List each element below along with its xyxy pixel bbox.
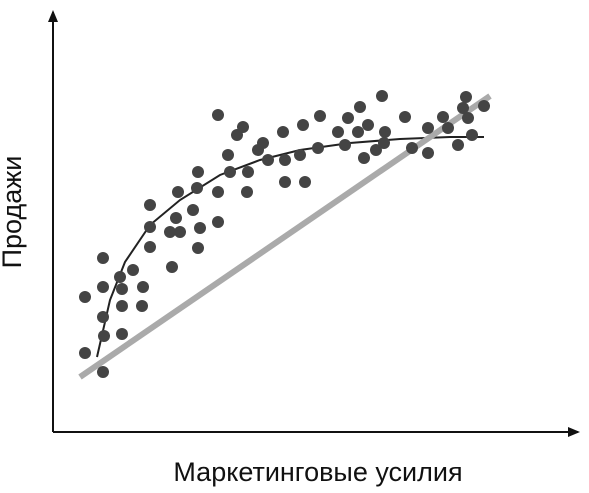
data-point — [241, 186, 253, 198]
data-point — [279, 154, 291, 166]
data-point — [144, 241, 156, 253]
data-point — [97, 311, 109, 323]
data-point — [144, 221, 156, 233]
data-point — [172, 186, 184, 198]
data-point — [312, 142, 324, 154]
data-point — [224, 166, 236, 178]
data-point — [114, 271, 126, 283]
data-point — [187, 204, 199, 216]
data-point — [212, 216, 224, 228]
data-point — [166, 261, 178, 273]
data-point — [466, 129, 478, 141]
data-point — [354, 101, 366, 113]
data-point — [376, 90, 388, 102]
data-point — [332, 126, 344, 138]
data-point — [136, 300, 148, 312]
data-point — [79, 291, 91, 303]
data-point — [116, 328, 128, 340]
data-point — [406, 142, 418, 154]
data-point — [257, 137, 269, 149]
data-point — [127, 264, 139, 276]
data-point — [462, 112, 474, 124]
data-point — [297, 119, 309, 131]
data-point — [399, 111, 411, 123]
data-point — [222, 149, 234, 161]
data-point — [164, 226, 176, 238]
data-point — [98, 330, 110, 342]
data-point — [358, 152, 370, 164]
data-point — [352, 126, 364, 138]
data-point — [422, 147, 434, 159]
data-point — [294, 149, 306, 161]
data-point — [442, 122, 454, 134]
data-point — [192, 166, 204, 178]
data-point — [460, 91, 472, 103]
data-point — [378, 137, 390, 149]
data-point — [97, 366, 109, 378]
data-point — [452, 139, 464, 151]
data-point — [174, 226, 186, 238]
data-point — [379, 126, 391, 138]
data-point — [212, 186, 224, 198]
data-point — [299, 176, 311, 188]
data-point — [457, 102, 469, 114]
plot-area — [78, 90, 492, 380]
data-point — [194, 222, 206, 234]
data-point — [242, 166, 254, 178]
data-point — [144, 199, 156, 211]
data-point — [279, 176, 291, 188]
data-point — [370, 144, 382, 156]
data-point — [170, 212, 182, 224]
data-point — [97, 252, 109, 264]
data-point — [342, 112, 354, 124]
trend-line — [78, 93, 492, 380]
data-point — [478, 100, 490, 112]
data-point — [212, 109, 224, 121]
data-point — [191, 182, 203, 194]
x-axis-label: Маркетинговые усилия — [173, 457, 462, 487]
data-point — [314, 110, 326, 122]
data-point — [277, 126, 289, 138]
trend-line — [96, 136, 484, 358]
data-point — [362, 119, 374, 131]
data-point — [262, 154, 274, 166]
data-point — [192, 242, 204, 254]
data-point — [116, 300, 128, 312]
data-point — [137, 281, 149, 293]
data-point — [422, 122, 434, 134]
data-point — [339, 139, 351, 151]
y-axis-label: Продажи — [0, 156, 27, 269]
data-point — [237, 121, 249, 133]
data-point — [437, 111, 449, 123]
data-point — [97, 281, 109, 293]
data-point — [79, 347, 91, 359]
data-point — [116, 283, 128, 295]
